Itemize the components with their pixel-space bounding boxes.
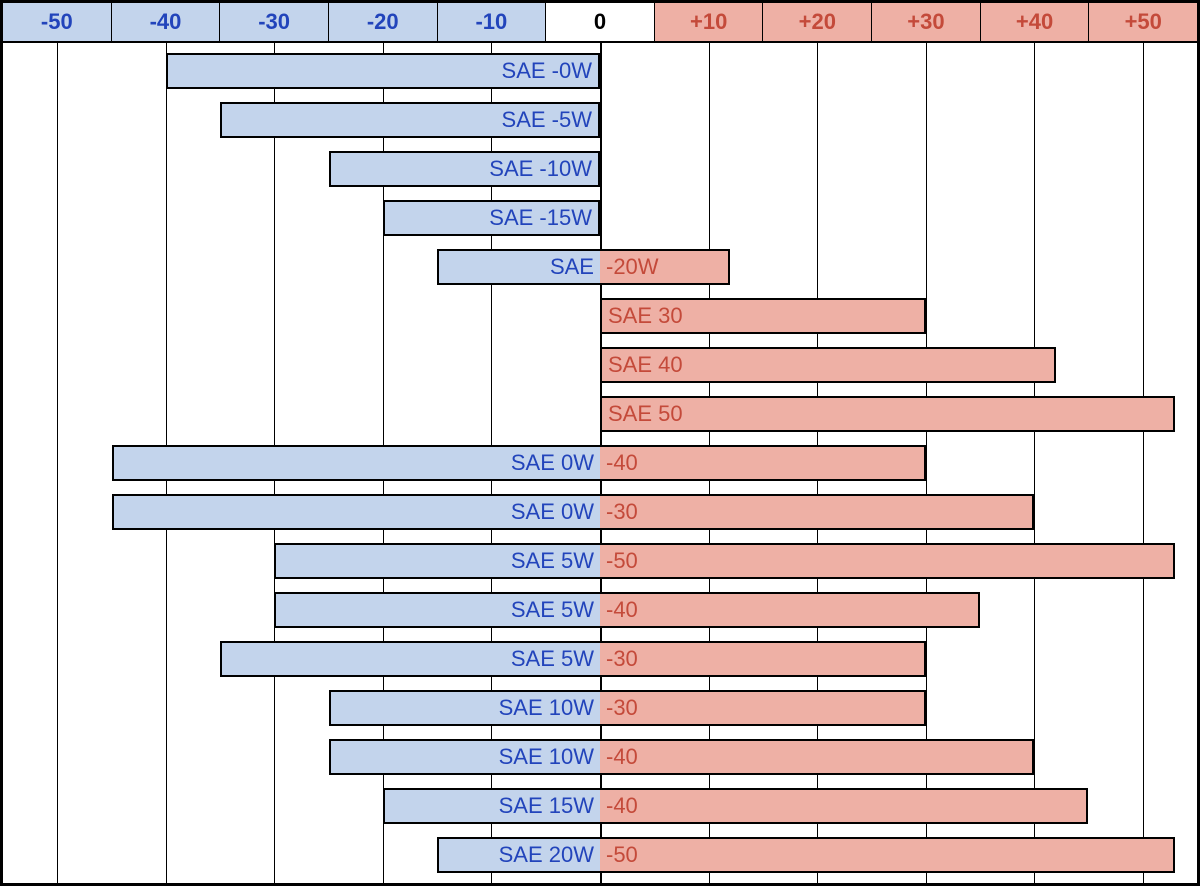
x-axis-label: +20 <box>763 3 872 41</box>
cold-range-bar: SAE 0W <box>112 494 600 530</box>
hot-range-label: SAE 40 <box>608 352 683 378</box>
cold-range-bar: SAE -10W <box>329 151 600 187</box>
hot-range-bar: -40 <box>600 445 926 481</box>
hot-range-bar: -30 <box>600 641 926 677</box>
oil-grade-row: SAE -15W <box>3 200 1197 236</box>
plot-area: SAE -0WSAE -5WSAE -10WSAE -15WSAE -20WSA… <box>3 43 1197 883</box>
cold-range-bar: SAE 5W <box>274 592 600 628</box>
x-axis-label: +50 <box>1089 3 1197 41</box>
cold-range-label: SAE 10W <box>499 695 594 721</box>
cold-range-label: SAE <box>550 254 594 280</box>
oil-grade-row: SAE 0W -30 <box>3 494 1197 530</box>
hot-range-label: -50 <box>606 842 638 868</box>
cold-range-bar: SAE 15W <box>383 788 600 824</box>
hot-range-label: SAE 50 <box>608 401 683 427</box>
cold-range-bar: SAE 10W <box>329 739 600 775</box>
cold-range-label: SAE -15W <box>489 205 592 231</box>
cold-range-bar: SAE -5W <box>220 102 600 138</box>
hot-range-bar: -30 <box>600 690 926 726</box>
oil-grade-row: SAE 5W -30 <box>3 641 1197 677</box>
hot-range-bar: SAE 30 <box>600 298 926 334</box>
hot-range-bar: -40 <box>600 788 1088 824</box>
oil-grade-row: SAE 5W -50 <box>3 543 1197 579</box>
oil-grade-row: SAE 10W -30 <box>3 690 1197 726</box>
cold-range-bar: SAE <box>437 249 600 285</box>
hot-range-bar: -30 <box>600 494 1034 530</box>
x-axis-label: -40 <box>112 3 221 41</box>
hot-range-label: -40 <box>606 744 638 770</box>
x-axis-label: -50 <box>3 3 112 41</box>
oil-grade-row: SAE -10W <box>3 151 1197 187</box>
hot-range-bar: -40 <box>600 592 980 628</box>
cold-range-label: SAE 5W <box>511 646 594 672</box>
hot-range-label: -30 <box>606 695 638 721</box>
cold-range-bar: SAE -15W <box>383 200 600 236</box>
cold-range-bar: SAE 10W <box>329 690 600 726</box>
hot-range-bar: -40 <box>600 739 1034 775</box>
oil-grade-row: SAE 50 <box>3 396 1197 432</box>
cold-range-bar: SAE 5W <box>220 641 600 677</box>
hot-range-label: -50 <box>606 548 638 574</box>
hot-range-bar: SAE 50 <box>600 396 1175 432</box>
x-axis-label: -20 <box>329 3 438 41</box>
oil-grade-row: SAE -20W <box>3 249 1197 285</box>
oil-grade-row: SAE 15W -40 <box>3 788 1197 824</box>
hot-range-label: SAE 30 <box>608 303 683 329</box>
hot-range-bar: -50 <box>600 543 1175 579</box>
cold-range-bar: SAE -0W <box>166 53 600 89</box>
x-axis-label: +30 <box>872 3 981 41</box>
oil-grade-row: SAE 10W -40 <box>3 739 1197 775</box>
cold-range-label: SAE 5W <box>511 548 594 574</box>
cold-range-label: SAE 0W <box>511 450 594 476</box>
cold-range-label: SAE -0W <box>502 58 592 84</box>
hot-range-bar: -20W <box>600 249 730 285</box>
x-axis-label: -30 <box>220 3 329 41</box>
x-axis-header: -50-40-30-20-100+10+20+30+40+50 <box>3 3 1197 43</box>
cold-range-label: SAE 10W <box>499 744 594 770</box>
cold-range-label: SAE -5W <box>502 107 592 133</box>
x-axis-label: +40 <box>981 3 1090 41</box>
cold-range-bar: SAE 0W <box>112 445 600 481</box>
cold-range-label: SAE 5W <box>511 597 594 623</box>
cold-range-label: SAE -10W <box>489 156 592 182</box>
cold-range-label: SAE 15W <box>499 793 594 819</box>
x-axis-label: 0 <box>546 3 655 41</box>
hot-range-label: -30 <box>606 499 638 525</box>
oil-grade-row: SAE 0W -40 <box>3 445 1197 481</box>
oil-grade-row: SAE 40 <box>3 347 1197 383</box>
oil-grade-row: SAE 5W -40 <box>3 592 1197 628</box>
x-axis-label: -10 <box>438 3 547 41</box>
cold-range-bar: SAE 20W <box>437 837 600 873</box>
hot-range-label: -20W <box>606 254 659 280</box>
sae-oil-temperature-chart: -50-40-30-20-100+10+20+30+40+50 SAE -0WS… <box>0 0 1200 886</box>
x-axis-label: +10 <box>655 3 764 41</box>
oil-grade-row: SAE -5W <box>3 102 1197 138</box>
hot-range-bar: SAE 40 <box>600 347 1056 383</box>
cold-range-bar: SAE 5W <box>274 543 600 579</box>
oil-grade-row: SAE 20W -50 <box>3 837 1197 873</box>
cold-range-label: SAE 0W <box>511 499 594 525</box>
cold-range-label: SAE 20W <box>499 842 594 868</box>
hot-range-label: -40 <box>606 597 638 623</box>
hot-range-label: -40 <box>606 793 638 819</box>
oil-grade-row: SAE -0W <box>3 53 1197 89</box>
hot-range-label: -30 <box>606 646 638 672</box>
hot-range-label: -40 <box>606 450 638 476</box>
oil-grade-row: SAE 30 <box>3 298 1197 334</box>
hot-range-bar: -50 <box>600 837 1175 873</box>
